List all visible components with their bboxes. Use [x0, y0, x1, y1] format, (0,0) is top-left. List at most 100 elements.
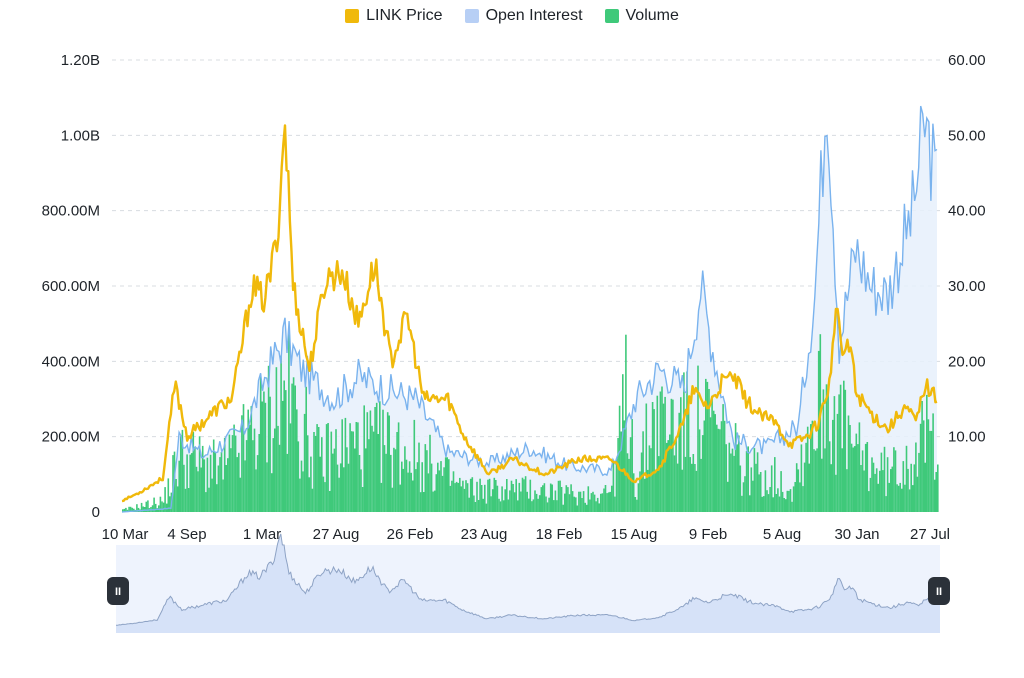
volume-bar: [250, 406, 253, 512]
volume-bar: [527, 498, 530, 512]
volume-bar: [443, 467, 445, 512]
volume-bar: [366, 412, 369, 512]
volume-bar: [922, 420, 925, 512]
volume-bar: [325, 424, 328, 512]
volume-bar: [711, 395, 713, 512]
volume-bar: [390, 454, 392, 512]
volume-bar: [687, 401, 690, 512]
volume-bar: [543, 483, 546, 512]
volume-bar: [495, 480, 497, 512]
volume-bar: [128, 506, 130, 512]
volume-bar: [227, 458, 229, 512]
volume-bar: [781, 491, 784, 512]
volume-bar: [253, 428, 256, 512]
navigator-left-handle[interactable]: II: [107, 577, 129, 605]
volume-bar: [501, 486, 503, 512]
volume-bar: [792, 486, 795, 512]
volume-bar: [631, 419, 633, 512]
volume-bar: [611, 485, 613, 512]
volume-bar: [258, 434, 260, 512]
volume-bar: [910, 463, 912, 512]
volume-bar: [181, 429, 184, 512]
volume-bar: [642, 431, 644, 512]
volume-bar: [504, 489, 506, 512]
volume-bar: [510, 480, 513, 512]
volume-bar: [720, 421, 723, 512]
legend-label: Open Interest: [485, 7, 583, 24]
volume-bar: [929, 430, 931, 512]
legend-item-volume[interactable]: Volume: [604, 7, 679, 25]
volume-bar: [397, 422, 400, 512]
volume-bar: [554, 490, 557, 512]
volume-bar: [313, 432, 315, 512]
x-tick-label: 15 Aug: [611, 526, 658, 543]
volume-bar: [480, 485, 483, 512]
left-tick-label: 600.00M: [42, 278, 100, 295]
volume-bar: [899, 482, 901, 512]
volume-bar: [802, 486, 804, 512]
volume-bar: [386, 412, 389, 512]
volume-bar: [786, 490, 789, 512]
volume-bar: [692, 454, 695, 512]
volume-bar: [883, 446, 886, 512]
volume-bar: [861, 450, 864, 512]
volume-bar: [767, 494, 770, 512]
volume-bar: [231, 435, 234, 512]
volume-bar: [538, 495, 541, 512]
volume-bar: [360, 469, 362, 512]
volume-bar: [844, 389, 847, 512]
volume-bar: [441, 475, 444, 512]
volume-bar: [380, 482, 383, 512]
legend-item-link-price[interactable]: LINK Price: [345, 7, 443, 25]
volume-bar: [614, 496, 616, 512]
volume-bar: [446, 457, 448, 512]
volume-bar: [225, 465, 227, 512]
volume-bar: [140, 502, 143, 512]
volume-bar: [568, 494, 571, 512]
volume-bar: [774, 457, 776, 512]
navigator-right-handle[interactable]: II: [928, 577, 950, 605]
volume-bar: [419, 492, 422, 512]
volume-bar: [460, 486, 463, 512]
volume-bar: [905, 445, 908, 512]
left-tick-label: 200.00M: [42, 429, 100, 446]
volume-bar: [918, 452, 920, 512]
volume-bar: [209, 454, 212, 512]
volume-bar: [341, 419, 343, 512]
volume-bar: [449, 485, 452, 512]
volume-bar: [651, 402, 654, 512]
volume-bar: [866, 442, 869, 512]
volume-bar: [122, 509, 124, 512]
volume-bar: [598, 503, 601, 512]
left-tick-label: 800.00M: [42, 203, 100, 220]
volume-bar: [317, 427, 320, 512]
volume-bar: [659, 391, 662, 512]
x-tick-label: 9 Feb: [689, 526, 727, 543]
right-tick-label: 50.00: [948, 127, 986, 144]
volume-bar: [777, 488, 779, 512]
volume-bar: [676, 463, 679, 512]
volume-bar: [822, 389, 825, 512]
volume-bar: [416, 462, 419, 512]
volume-bar: [769, 487, 771, 512]
volume-bar: [571, 491, 574, 512]
x-tick-label: 10 Mar: [102, 526, 149, 543]
volume-bar: [433, 490, 436, 512]
volume-bar: [615, 458, 618, 512]
volume-bar: [607, 492, 610, 512]
volume-bar: [896, 484, 898, 512]
volume-bar: [890, 469, 892, 512]
volume-bar: [601, 493, 604, 512]
volume-bar: [502, 500, 505, 512]
volume-bar: [230, 448, 232, 512]
left-tick-label: 400.00M: [42, 353, 100, 370]
volume-bar: [748, 495, 751, 512]
volume-bar: [789, 489, 792, 512]
volume-bar: [338, 477, 340, 512]
volume-bar: [457, 482, 459, 512]
legend-item-open-interest[interactable]: Open Interest: [464, 7, 583, 25]
volume-bar: [700, 458, 702, 512]
volume-bar: [761, 496, 764, 512]
legend-label: LINK Price: [366, 7, 443, 24]
volume-bar: [791, 501, 793, 512]
